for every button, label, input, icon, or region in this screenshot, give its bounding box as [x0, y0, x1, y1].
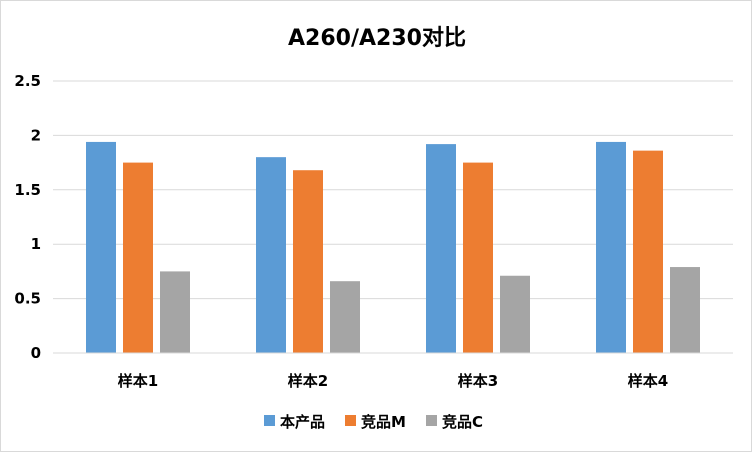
legend-swatch [426, 415, 437, 426]
gridlines [53, 80, 733, 300]
y-tick-label: 0.5 [14, 290, 41, 308]
legend-label: 本产品 [280, 413, 325, 431]
legend-label: 竞品C [442, 413, 483, 431]
bar-1-2 [256, 157, 286, 353]
bar-2-2 [293, 170, 323, 353]
bar-1-3 [426, 144, 456, 353]
y-tick-label: 1.5 [14, 181, 41, 199]
bar-3-2 [330, 281, 360, 353]
bar-3-1 [160, 271, 190, 353]
bar-1-4 [596, 141, 626, 353]
x-tick-label: 样本3 [458, 372, 498, 390]
legend-swatch [264, 415, 275, 426]
bars [86, 141, 700, 353]
legend-label: 竞品M [361, 413, 406, 431]
bar-1-1 [86, 141, 116, 353]
x-tick-label: 样本1 [118, 372, 158, 390]
bar-2-3 [463, 162, 493, 353]
x-axis-ticks: 样本1 样本2 样本3 样本4 [118, 372, 668, 390]
bar-3-4 [670, 267, 700, 353]
y-tick-label: 0 [31, 344, 41, 362]
legend: 本产品 竞品M 竞品C [264, 413, 483, 431]
y-tick-label: 2.5 [14, 72, 41, 90]
y-axis-ticks: 0 0.5 1 1.5 2 2.5 [14, 72, 41, 362]
bar-2-4 [633, 150, 663, 353]
bar-2-1 [123, 162, 153, 353]
y-tick-label: 1 [31, 235, 41, 253]
x-tick-label: 样本4 [628, 372, 668, 390]
x-tick-label: 样本2 [288, 372, 328, 390]
bar-3-3 [500, 275, 530, 353]
chart-title: A260/A230对比 [288, 26, 466, 51]
legend-swatch [345, 415, 356, 426]
y-tick-label: 2 [31, 126, 41, 144]
